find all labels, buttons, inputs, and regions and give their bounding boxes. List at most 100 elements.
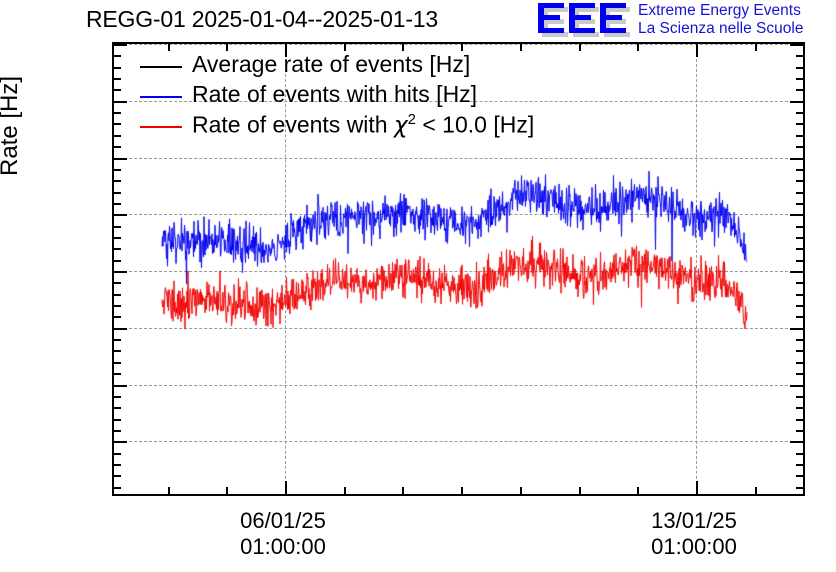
y-tick-right bbox=[796, 407, 803, 410]
legend-item-average-rate: Average rate of events [Hz] bbox=[128, 51, 598, 82]
x-tick-minor bbox=[167, 487, 170, 494]
y-tick-right bbox=[796, 282, 803, 285]
y-tick-right bbox=[790, 44, 803, 46]
x-tick-minor bbox=[343, 487, 346, 494]
y-tick-right bbox=[796, 350, 803, 353]
series-canvas bbox=[114, 44, 803, 494]
y-tick-right bbox=[796, 339, 803, 342]
y-tick-major bbox=[114, 271, 127, 273]
y-tick-right bbox=[796, 89, 803, 92]
y-tick-minor bbox=[114, 134, 121, 137]
y-tick-right bbox=[790, 214, 803, 217]
legend-swatch-average-rate bbox=[140, 66, 182, 68]
y-tick-right bbox=[796, 452, 803, 455]
legend-label-chi2-post: < 10.0 [Hz] bbox=[415, 111, 535, 138]
x-tick-top bbox=[637, 44, 640, 51]
y-tick-right bbox=[790, 441, 803, 444]
logo-text-line1: Extreme Energy Events bbox=[638, 2, 801, 19]
plot-frame bbox=[112, 42, 805, 496]
y-tick-minor bbox=[114, 180, 121, 183]
y-tick-major bbox=[114, 384, 127, 387]
y-tick-minor bbox=[114, 202, 121, 205]
y-tick-minor bbox=[114, 452, 121, 455]
y-tick-minor bbox=[114, 89, 121, 92]
y-tick-minor bbox=[114, 259, 121, 262]
y-tick-minor bbox=[114, 361, 121, 364]
y-tick-minor bbox=[114, 339, 121, 342]
plot-area bbox=[114, 44, 803, 494]
y-tick-right bbox=[796, 146, 803, 149]
y-tick-minor bbox=[114, 225, 121, 228]
y-tick-right bbox=[790, 157, 803, 160]
x-tick-top bbox=[343, 44, 346, 51]
y-tick-right bbox=[796, 236, 803, 239]
x-tick-top bbox=[402, 44, 405, 51]
page-title: REGG-01 2025-01-04--2025-01-13 bbox=[86, 6, 438, 32]
y-tick-right bbox=[796, 202, 803, 205]
y-tick-minor bbox=[114, 78, 121, 81]
legend-swatch-rate-chi2 bbox=[140, 126, 182, 128]
y-tick-right bbox=[796, 316, 803, 319]
y-tick-right bbox=[796, 55, 803, 58]
y-tick-right bbox=[796, 395, 803, 398]
y-tick-minor bbox=[114, 293, 121, 296]
y-tick-right bbox=[796, 112, 803, 115]
y-tick-right bbox=[796, 123, 803, 126]
legend-swatch-rate-with-hits bbox=[140, 96, 182, 98]
y-tick-minor bbox=[114, 350, 121, 353]
x-tick-minor bbox=[578, 487, 581, 494]
y-tick-minor bbox=[114, 248, 121, 251]
y-tick-minor bbox=[114, 463, 121, 466]
y-tick-right bbox=[796, 486, 803, 489]
x-tick-minor bbox=[402, 487, 405, 494]
x-tick-label-date: 06/01/25 bbox=[240, 508, 326, 533]
y-tick-major bbox=[114, 157, 127, 160]
legend-label-chi2-pre: Rate of events with bbox=[192, 111, 394, 138]
x-tick-minor bbox=[461, 487, 464, 494]
x-tick-label-time: 01:00:00 bbox=[651, 534, 737, 559]
y-axis-title: Rate [Hz] bbox=[0, 75, 23, 176]
y-tick-minor bbox=[114, 418, 121, 421]
x-tick-minor bbox=[226, 487, 229, 494]
legend-item-rate-chi2: Rate of events with χ2 < 10.0 [Hz] bbox=[128, 111, 598, 142]
x-tick-major bbox=[696, 481, 698, 494]
x-tick-major bbox=[285, 481, 287, 494]
y-tick-minor bbox=[114, 395, 121, 398]
x-tick-minor bbox=[637, 487, 640, 494]
y-tick-right bbox=[790, 327, 803, 330]
legend-label-rate-chi2: Rate of events with χ2 < 10.0 [Hz] bbox=[192, 111, 534, 139]
logo-letter-e-1 bbox=[538, 3, 568, 37]
x-tick-top bbox=[285, 44, 287, 57]
y-tick-right bbox=[796, 463, 803, 466]
x-tick-top bbox=[519, 44, 522, 51]
y-tick-right bbox=[796, 180, 803, 183]
eee-logo-mark bbox=[538, 3, 630, 37]
eee-logo: Extreme Energy Events La Scienza nelle S… bbox=[538, 2, 834, 38]
x-tick-minor bbox=[519, 487, 522, 494]
y-tick-right bbox=[796, 134, 803, 137]
x-tick-top bbox=[754, 44, 757, 51]
y-tick-minor bbox=[114, 123, 121, 126]
y-tick-right bbox=[796, 191, 803, 194]
y-tick-minor bbox=[114, 168, 121, 171]
logo-text-line2: La Scienza nelle Scuole bbox=[638, 19, 804, 37]
y-tick-right bbox=[796, 293, 803, 296]
logo-letter-e-3 bbox=[600, 3, 630, 37]
x-tick-top bbox=[461, 44, 464, 51]
legend-label-rate-with-hits: Rate of events with hits [Hz] bbox=[192, 81, 478, 107]
logo-letter-e-2 bbox=[569, 3, 599, 37]
y-tick-right bbox=[796, 248, 803, 251]
legend-item-rate-with-hits: Rate of events with hits [Hz] bbox=[128, 81, 598, 112]
legend: Average rate of events [Hz] Rate of even… bbox=[128, 51, 598, 142]
y-tick-minor bbox=[114, 305, 121, 308]
x-tick-top bbox=[167, 44, 170, 51]
y-tick-minor bbox=[114, 146, 121, 149]
y-tick-major bbox=[114, 214, 127, 217]
x-tick-top bbox=[696, 44, 698, 57]
y-tick-minor bbox=[114, 55, 121, 58]
y-tick-minor bbox=[114, 66, 121, 69]
y-tick-right bbox=[796, 429, 803, 432]
logo-text: Extreme Energy Events La Scienza nelle S… bbox=[638, 2, 803, 37]
x-tick-top bbox=[578, 44, 581, 51]
